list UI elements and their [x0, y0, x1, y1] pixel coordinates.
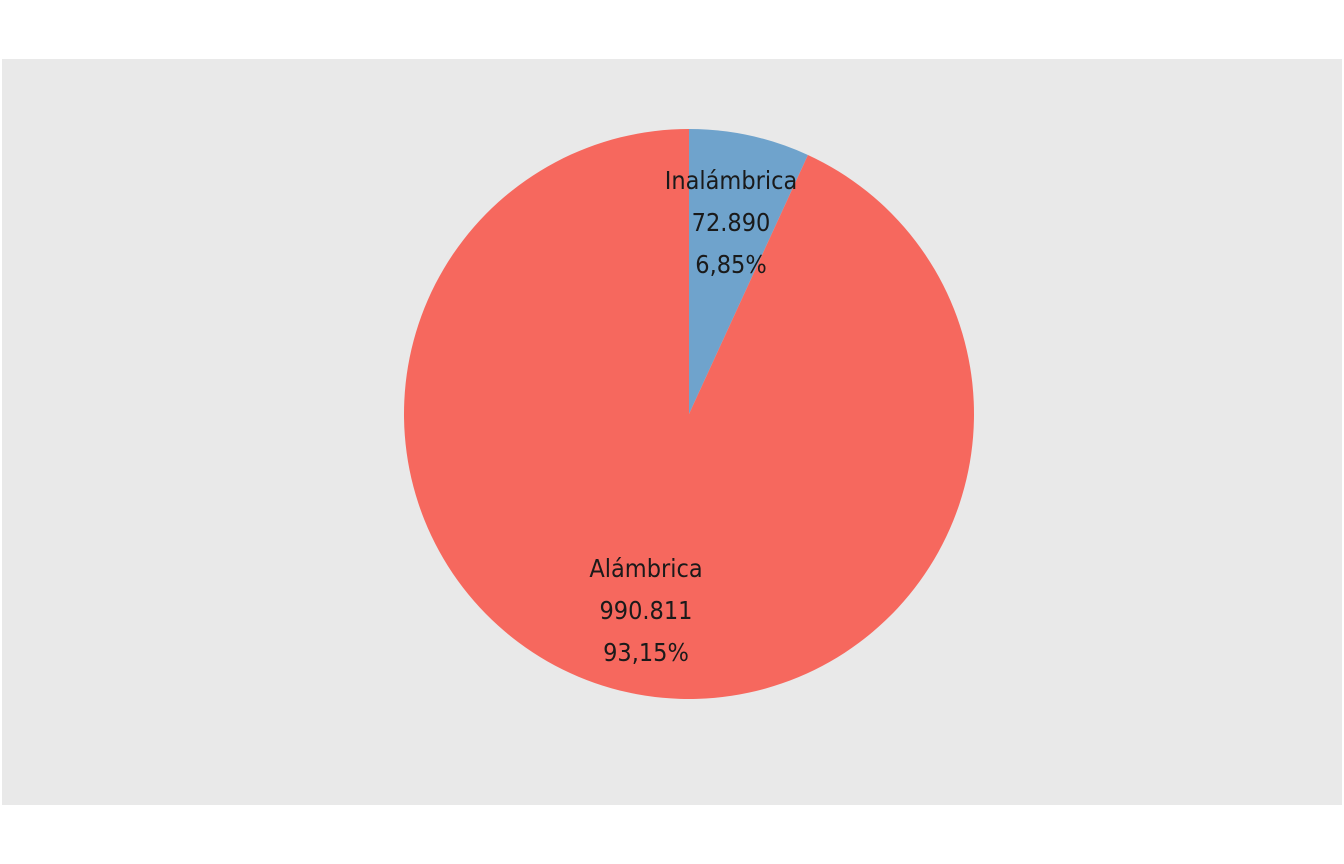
pie-slices — [403, 129, 974, 700]
slice-label-value: 990.811 — [600, 596, 693, 625]
slice-label-percent: 93,15% — [603, 638, 689, 667]
slice-label-alambrica: Alámbrica 990.811 93,15% — [589, 554, 702, 667]
slice-label-value: 72.890 — [692, 208, 771, 237]
pie-slice-alambrica — [403, 129, 974, 700]
slice-label-name: Alámbrica — [589, 554, 702, 583]
slice-label-name: Inalámbrica — [665, 166, 798, 195]
slice-label-inalambrica: Inalámbrica 72.890 6,85% — [665, 166, 798, 279]
pie-labels: Inalámbrica 72.890 6,85% Alámbrica 990.8… — [589, 166, 797, 667]
slice-label-percent: 6,85% — [695, 250, 766, 279]
pie-slice-inalambrica — [689, 129, 808, 414]
